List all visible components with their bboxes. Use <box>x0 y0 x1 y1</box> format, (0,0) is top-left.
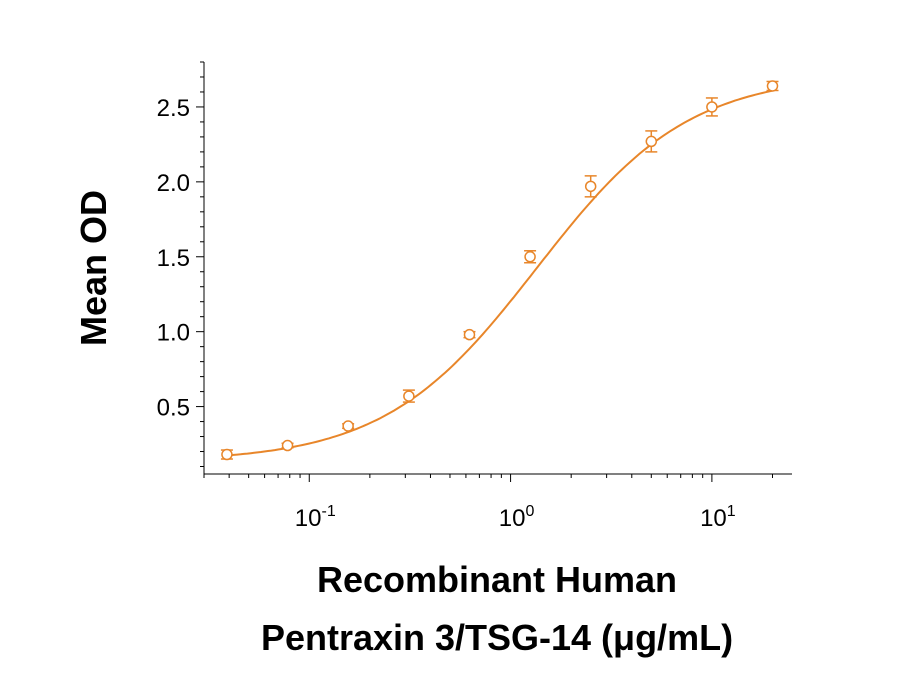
x-axis-title-line2: Pentraxin 3/TSG-14 (μg/mL) <box>261 617 733 658</box>
fit-curve <box>226 89 773 457</box>
x-tick-label: 10-1 <box>295 503 336 532</box>
data-points <box>220 80 779 461</box>
data-point <box>766 80 779 92</box>
data-point <box>221 448 233 461</box>
y-tick-label: 2.5 <box>157 95 190 122</box>
data-point <box>584 180 597 193</box>
data-point <box>645 135 658 148</box>
x-tick-label: 100 <box>499 503 535 532</box>
data-point <box>706 101 718 113</box>
axes <box>203 62 792 475</box>
y-tick-label: 2.0 <box>157 170 190 197</box>
y-axis-title: Mean OD <box>73 190 114 346</box>
x-ticks: 10-1 100 101 <box>203 474 773 532</box>
data-point <box>403 390 415 402</box>
data-point <box>342 420 354 432</box>
y-tick-label: 1.5 <box>157 245 190 272</box>
x-axis-title-line1: Recombinant Human <box>317 559 677 600</box>
y-tick-label: 1.0 <box>157 320 190 347</box>
data-point <box>524 251 536 263</box>
x-tick-label: 101 <box>700 503 736 532</box>
y-tick-label: 0.5 <box>157 395 190 422</box>
data-point <box>463 328 476 341</box>
data-point <box>281 439 294 452</box>
y-ticks: 0.5 1.0 1.5 2.0 2.5 <box>157 61 204 468</box>
